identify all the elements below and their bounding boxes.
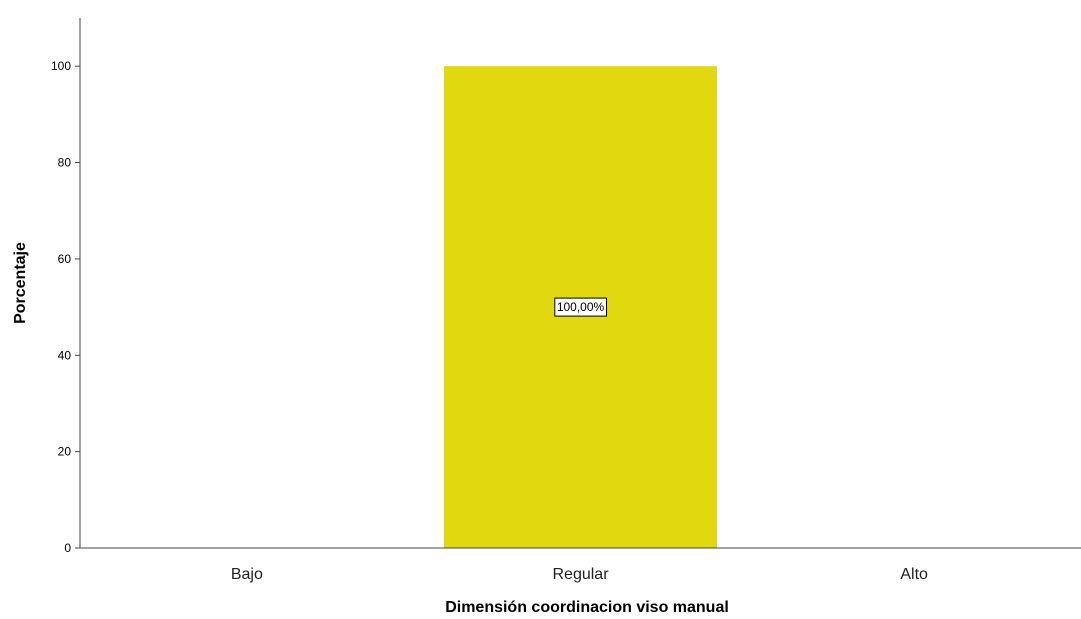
x-category-label: Regular <box>552 566 609 583</box>
x-category-label: Bajo <box>231 566 263 583</box>
axes-layer <box>79 18 1081 549</box>
data-label-text: 100,00% <box>557 300 605 314</box>
data-label: 100,00% <box>554 297 608 317</box>
y-tick-label: 0 <box>64 541 71 555</box>
data-label-box <box>554 297 608 317</box>
x-category-label: Alto <box>900 566 928 583</box>
x-axis-title: Dimensión coordinacion viso manual <box>445 599 729 616</box>
y-tick-label: 100 <box>51 59 71 73</box>
y-tick-label: 40 <box>58 348 72 362</box>
y-tick-label: 20 <box>58 445 72 459</box>
x-category-labels: Bajo Regular Alto <box>231 566 928 583</box>
y-axis-title: Porcentaje <box>12 242 29 324</box>
data-labels: 100,00% <box>554 297 608 317</box>
y-tick-label: 60 <box>58 252 72 266</box>
y-tick-label: 80 <box>58 156 72 170</box>
y-ticks: 0 20 40 60 80 100 <box>51 59 80 555</box>
